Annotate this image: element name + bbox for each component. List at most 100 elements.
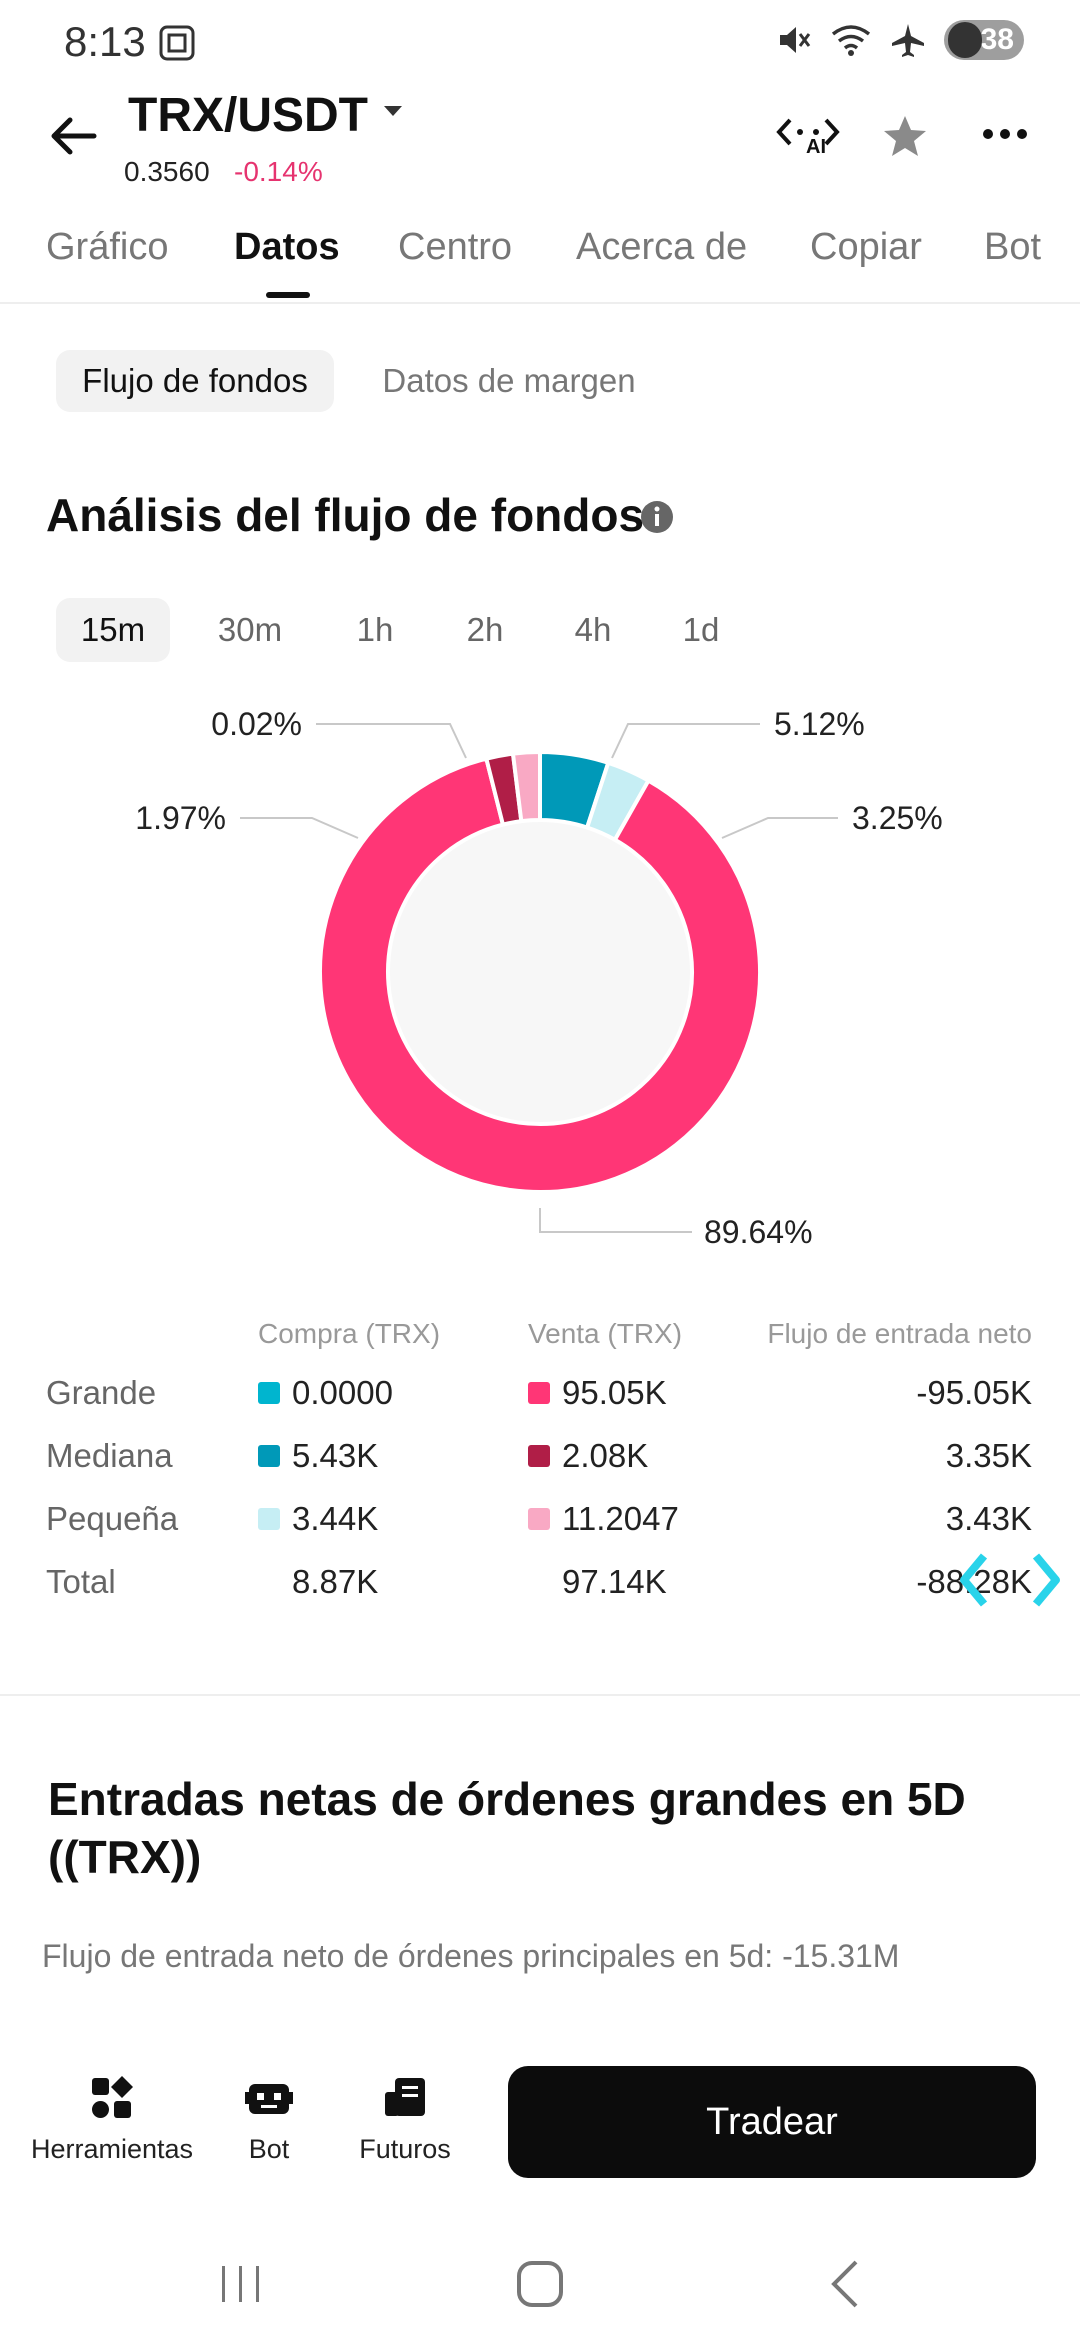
row-label: Mediana	[46, 1437, 173, 1474]
pair-title[interactable]: TRX/USDT	[128, 89, 368, 142]
bot-button[interactable]: Bot	[230, 2076, 308, 2165]
interval-1h[interactable]: 1h	[356, 611, 394, 648]
more-options-icon[interactable]	[982, 126, 1028, 142]
buy-total: 8.87K	[292, 1563, 379, 1600]
trade-button[interactable]: Tradear	[508, 2066, 1036, 2178]
sell-value: 11.2047	[562, 1500, 679, 1537]
tools-icon	[92, 2076, 133, 2118]
tab-copiar[interactable]: Copiar	[810, 226, 922, 268]
row-label: Pequeña	[46, 1500, 179, 1537]
futures-button[interactable]: Futuros	[354, 2076, 456, 2165]
net-value: 3.35K	[945, 1437, 1032, 1474]
bot-icon	[245, 2084, 293, 2114]
charging-icon	[948, 22, 982, 58]
favorite-star-icon[interactable]	[882, 114, 928, 158]
header-flujo-neto: Flujo de entrada neto	[767, 1318, 1032, 1349]
buy-value: 3.44K	[292, 1500, 379, 1537]
tools-button[interactable]: Herramientas	[26, 2076, 198, 2165]
subtab-flujo-de-fondos[interactable]: Flujo de fondos	[56, 350, 334, 412]
legend-swatch	[258, 1445, 280, 1467]
table-row: Grande 0.0000 95.05K -95.05K	[0, 1374, 1080, 1434]
donut-slice-2	[318, 756, 762, 1194]
interval-1d[interactable]: 1d	[682, 611, 720, 648]
legend-swatch	[528, 1382, 550, 1404]
donut-slice-4	[510, 749, 542, 824]
leader-line-3-25	[721, 817, 838, 839]
price-change: -0.14%	[234, 156, 323, 187]
screenshot-icon	[159, 25, 195, 61]
buy-value: 5.43K	[292, 1437, 379, 1474]
leader-line-5-12	[611, 723, 760, 759]
slice-label-89-64: 89.64%	[704, 1214, 813, 1250]
chevron-down-icon[interactable]	[382, 104, 404, 118]
airplane-icon	[892, 24, 924, 57]
leader-line-0-02	[316, 723, 467, 759]
table-row: Mediana 5.43K 2.08K 3.35K	[0, 1437, 1080, 1497]
section-divider	[0, 1694, 1080, 1696]
back-arrow-icon[interactable]	[48, 112, 100, 160]
legend-swatch	[258, 1508, 280, 1530]
futures-icon	[385, 2078, 425, 2116]
active-tab-indicator	[266, 292, 310, 298]
slice-label-3-25: 3.25%	[852, 800, 943, 836]
legend-swatch	[528, 1508, 550, 1530]
futures-label: Futuros	[359, 2134, 451, 2164]
row-label: Total	[46, 1563, 116, 1600]
status-time: 8:13	[64, 18, 146, 65]
large-orders-summary: Flujo de entrada neto de órdenes princip…	[42, 1938, 900, 1974]
battery-level: 38	[980, 23, 1014, 56]
tab-centro[interactable]: Centro	[398, 226, 513, 268]
legend-swatch	[258, 1382, 280, 1404]
tab-datos[interactable]: Datos	[234, 226, 340, 268]
subtab-datos-de-margen[interactable]: Datos de margen	[382, 362, 636, 399]
battery-indicator: 38	[944, 20, 1024, 60]
net-value: 3.43K	[945, 1500, 1032, 1537]
recent-apps-icon[interactable]	[216, 2258, 266, 2308]
interval-2h[interactable]: 2h	[466, 611, 504, 648]
row-label: Grande	[46, 1374, 157, 1411]
tab-bot[interactable]: Bot	[984, 226, 1042, 268]
header-venta: Venta (TRX)	[528, 1318, 683, 1349]
ai-label: AI	[806, 136, 826, 158]
leader-line-1-97	[240, 817, 359, 839]
tools-label: Herramientas	[30, 2134, 194, 2164]
sell-cell: 11.2047	[528, 1500, 679, 1538]
sell-cell: 2.08K	[528, 1437, 648, 1475]
mute-icon	[780, 27, 811, 53]
slice-label-5-12: 5.12%	[774, 706, 865, 742]
bot-label: Bot	[248, 2134, 290, 2164]
interval-30m[interactable]: 30m	[217, 611, 283, 648]
interval-4h[interactable]: 4h	[574, 611, 612, 648]
wifi-icon	[831, 25, 871, 56]
tab-acerca-de[interactable]: Acerca de	[576, 226, 748, 268]
sell-value: 2.08K	[562, 1437, 649, 1474]
info-icon[interactable]	[640, 500, 674, 534]
donut-center	[388, 820, 692, 1124]
large-orders-title: Entradas netas de órdenes grandes en 5D …	[48, 1773, 966, 1883]
tab-bar: Gráfico Datos Centro Acerca de Copiar Bo…	[0, 222, 1080, 304]
slice-label-0-02: 0.02%	[211, 706, 302, 742]
tab-grafico[interactable]: Gráfico	[46, 226, 169, 268]
interval-15m[interactable]: 15m	[56, 598, 170, 662]
ai-icon	[776, 118, 840, 146]
system-back-icon[interactable]	[826, 2258, 866, 2310]
status-icons: 38	[776, 20, 1024, 60]
buy-cell: 0.0000	[258, 1374, 393, 1412]
table-row-total: Total 8.87K 97.14K -88.28K	[0, 1563, 1080, 1623]
leader-line-89-64	[539, 1208, 692, 1233]
slice-label-1-97: 1.97%	[135, 800, 226, 836]
header-compra: Compra (TRX)	[258, 1318, 441, 1349]
table-row: Pequeña 3.44K 11.2047 3.43K	[0, 1500, 1080, 1560]
sell-total: 97.14K	[562, 1563, 667, 1600]
floating-chevrons-icon[interactable]	[956, 1552, 1064, 1608]
legend-swatch	[528, 1445, 550, 1467]
sell-value: 95.05K	[562, 1374, 667, 1411]
net-value: -95.05K	[916, 1374, 1032, 1411]
buy-cell: 3.44K	[258, 1500, 378, 1538]
section-title: Análisis del flujo de fondos	[46, 489, 645, 541]
buy-cell: 5.43K	[258, 1437, 378, 1475]
buy-value: 0.0000	[292, 1374, 393, 1411]
home-icon[interactable]	[514, 2258, 566, 2310]
fund-flow-donut-chart: 5.12% 3.25% 89.64% 1.97% 0.02%	[135, 706, 943, 1250]
ai-button[interactable]: AI	[776, 114, 840, 162]
